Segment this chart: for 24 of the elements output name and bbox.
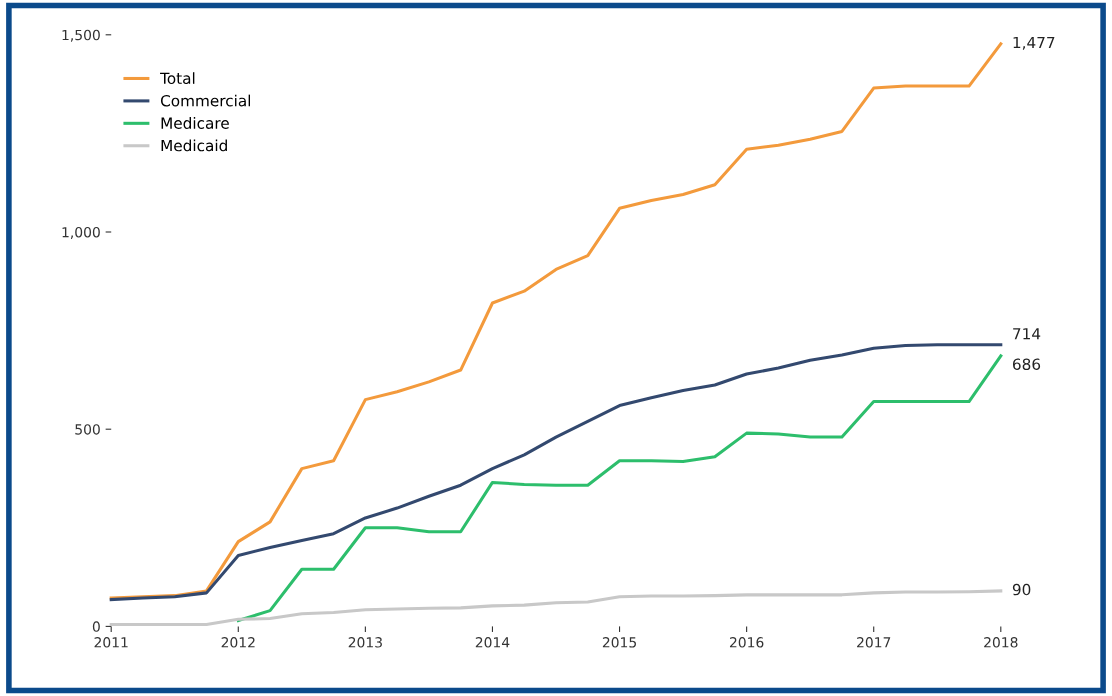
legend-label: Total <box>160 72 195 85</box>
legend-label: Medicare <box>161 117 229 129</box>
x-tick-label: 2015 <box>602 637 636 648</box>
x-tick-label: 2013 <box>348 637 382 648</box>
x-tick-label: 2018 <box>984 637 1018 648</box>
x-tick-label: 2012 <box>221 637 255 648</box>
y-tick-label: 1,500 <box>62 29 100 42</box>
y-tick-label: 500 <box>75 424 100 435</box>
data-label: 686 <box>1012 358 1041 370</box>
x-tick-label: 2017 <box>857 637 891 648</box>
data-label: 90 <box>1012 583 1031 596</box>
data-label: 1,477 <box>1013 36 1055 50</box>
y-tick-label: 1,000 <box>62 226 100 239</box>
line-series <box>236 354 1003 623</box>
legend-label: Medicaid <box>161 139 227 152</box>
y-tick-label: 0 <box>92 621 100 632</box>
line-series <box>109 589 1003 626</box>
legend-label: Commercial <box>160 94 251 107</box>
line-series <box>109 42 1003 600</box>
x-tick-label: 2011 <box>94 637 128 648</box>
x-tick-label: 2014 <box>475 637 510 648</box>
x-tick-label: 2016 <box>729 637 764 648</box>
line-series <box>109 343 1003 602</box>
data-label: 714 <box>1013 328 1041 340</box>
